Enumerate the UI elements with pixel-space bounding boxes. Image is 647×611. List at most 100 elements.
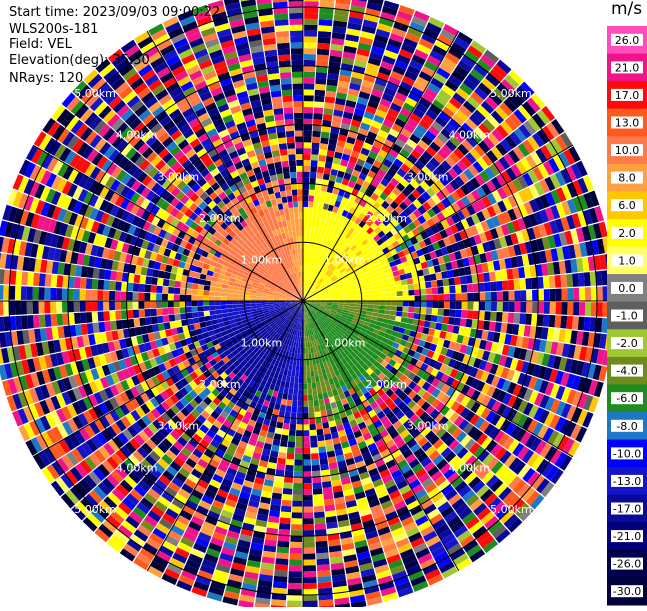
range-gate-cell [68,301,74,312]
range-gate-cell [304,72,315,78]
range-gate-cell [444,294,450,301]
range-gate-cell [127,292,133,301]
range-gate-cell [278,452,286,459]
range-gate-cell [591,287,597,301]
range-gate-cell [280,517,291,524]
range-gate-cell [310,441,317,447]
range-gate-cell [509,291,515,301]
range-gate-cell [298,342,301,348]
range-gate-cell [320,137,329,144]
range-gate-cell [320,464,329,471]
range-gate-cell [233,308,239,312]
range-gate-cell [192,284,199,290]
range-gate-cell [287,394,292,400]
range-gate-cell [38,301,44,314]
range-gate-cell [221,292,227,296]
range-gate-cell [227,293,233,297]
range-gate-cell [297,354,300,360]
range-gate-cell [391,296,397,301]
range-gate-cell [303,195,308,201]
range-gate-cell [426,295,432,301]
range-gate-cell [538,289,544,301]
range-gate-cell [397,296,403,301]
range-gate-cell [278,137,286,144]
range-gate-cell [579,287,585,301]
range-gate-cell [317,570,331,577]
range-gate-cell [324,198,330,205]
range-gate-cell [314,517,325,524]
range-gate-cell [286,131,294,137]
range-gate-cell [68,289,74,300]
range-gate-cell [227,297,233,301]
range-gate-cell [21,315,28,329]
range-gate-cell [191,295,197,300]
range-gate-cell [169,321,176,328]
range-gate-cell [280,405,286,412]
range-gate-cell [432,287,438,294]
range-gate-cell [150,285,156,293]
range-gate-cell [362,295,368,298]
range-gate-cell [221,297,227,301]
range-gate-cell [297,413,303,419]
range-gate-cell [274,570,288,577]
range-gate-cell [379,288,385,293]
range-gate-cell [318,155,326,162]
range-gate-cell [273,487,283,494]
range-gate-cell [306,354,309,360]
range-gate-cell [285,465,294,472]
range-gate-cell [180,295,186,301]
range-gate-cell [310,166,317,172]
range-gate-cell [277,131,286,138]
range-gate-cell [287,595,301,601]
range-gate-cell [389,282,396,287]
range-gate-cell [307,371,311,377]
range-gate-cell [315,190,321,197]
range-gate-cell [532,290,538,301]
range-gate-cell [211,319,218,325]
range-gate-cell [307,383,312,389]
range-gate-cell [275,19,289,26]
range-gate-cell [323,114,333,121]
range-gate-cell [315,90,326,97]
range-gate-cell [313,482,322,489]
range-gate-cell [286,453,294,459]
range-gate-cell [298,248,301,254]
range-gate-cell [373,293,379,297]
range-gate-cell [306,365,310,371]
range-gate-cell [27,287,33,300]
range-gate-cell [310,436,317,442]
range-gate-cell [277,43,290,50]
range-gate-cell [373,297,379,301]
range-gate-cell [289,7,303,13]
range-gate-cell [414,289,420,295]
range-gate-cell [303,395,308,401]
range-gate-cell [109,291,115,300]
range-gate-cell [300,230,303,236]
range-gate-cell [573,288,579,301]
range-gate-cell [402,285,408,291]
range-gate-cell [180,307,186,313]
range-gate-cell [309,406,315,412]
range-gate-cell [304,142,312,148]
range-gate-cell [281,196,287,203]
range-gate-cell [378,284,384,289]
range-gate-cell [316,423,323,430]
range-gate-cell [303,507,313,513]
range-gate-cell [312,465,320,471]
range-gate-cell [379,297,385,301]
range-gate-cell [74,289,80,300]
range-gate-cell [497,291,503,301]
range-gate-cell [256,296,262,299]
range-gate-cell [310,365,314,371]
range-gate-cell [295,219,299,225]
range-gate-cell [127,301,133,309]
range-gate-cell [311,453,319,459]
range-gate-cell [313,488,323,495]
range-gate-cell [288,154,295,160]
range-gate-cell [311,377,316,383]
range-gate-cell [315,220,320,226]
range-gate-cell [293,201,298,207]
range-gate-cell [437,280,444,287]
range-gate-cell [303,489,312,495]
range-gate-cell [303,530,314,536]
